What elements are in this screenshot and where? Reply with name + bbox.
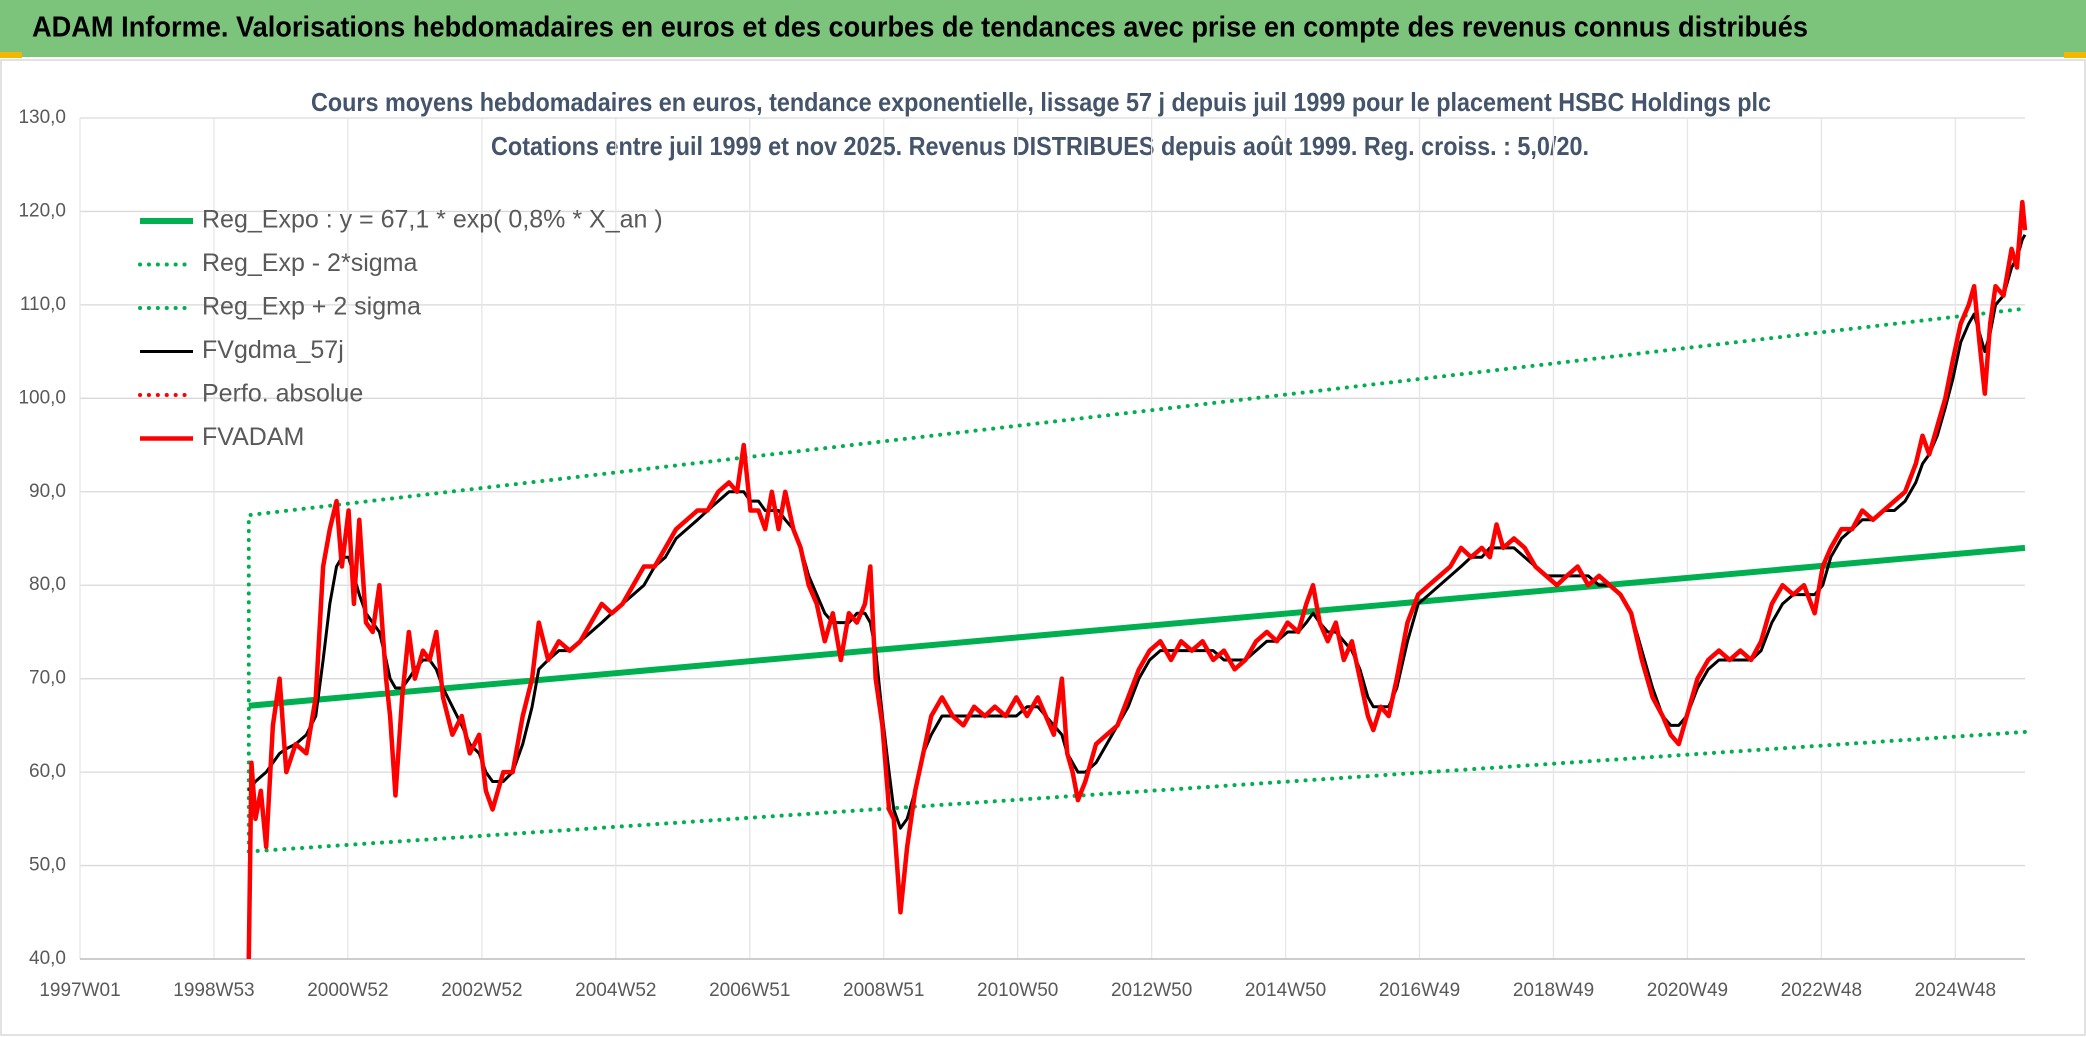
legend: Reg_Expo : y = 67,1 * exp( 0,8% * X_an )… (138, 206, 663, 451)
chart-title: Cours moyens hebdomadaires en euros, ten… (311, 87, 1771, 117)
x-tick-label: 2008W51 (843, 980, 924, 1001)
chart-subtitle: Cotations entre juil 1999 et nov 2025. R… (491, 131, 1589, 161)
x-tick-label: 2006W51 (709, 980, 790, 1001)
legend-label: FVADAM (202, 423, 304, 451)
y-tick-label: 90,0 (29, 481, 66, 502)
y-tick-label: 40,0 (29, 948, 66, 969)
legend-label: Reg_Expo : y = 67,1 * exp( 0,8% * X_an ) (202, 206, 663, 234)
x-tick-label: 1997W01 (39, 980, 120, 1001)
plot-lines (246, 199, 2028, 960)
legend-label: Reg_Exp + 2 sigma (202, 293, 421, 321)
x-tick-label: 2022W48 (1781, 980, 1862, 1001)
series-line (246, 306, 2027, 854)
y-tick-label: 50,0 (29, 855, 66, 876)
series-line (246, 199, 2028, 960)
x-tick-label: 2002W52 (441, 980, 522, 1001)
corner-mark (2064, 52, 2086, 58)
y-tick-label: 110,0 (20, 294, 66, 315)
x-tick-label: 2010W50 (977, 980, 1058, 1001)
x-tick-label: 2000W52 (307, 980, 388, 1001)
x-tick-label: 2024W48 (1915, 980, 1996, 1001)
chart-frame (0, 59, 2086, 1036)
x-tick-label: 2014W50 (1245, 980, 1326, 1001)
y-tick-label: 120,0 (18, 200, 66, 221)
y-tick-label: 60,0 (29, 761, 66, 782)
corner-mark (0, 52, 22, 58)
x-tick-label: 2012W50 (1111, 980, 1192, 1001)
series-line (248, 544, 2026, 709)
legend-label: Perfo. absolue (202, 380, 363, 408)
y-tick-label: 80,0 (29, 574, 66, 595)
x-tick-label: 2004W52 (575, 980, 656, 1001)
y-tick-label: 70,0 (29, 668, 66, 689)
x-tick-label: 2020W49 (1647, 980, 1728, 1001)
y-tick-label: 100,0 (18, 387, 66, 408)
y-tick-label: 130,0 (18, 107, 66, 128)
legend-label: FVgdma_57j (202, 336, 344, 364)
x-tick-label: 1998W53 (173, 980, 254, 1001)
x-tick-label: 2016W49 (1379, 980, 1460, 1001)
x-tick-label: 2018W49 (1513, 980, 1594, 1001)
header-bar (0, 0, 2086, 57)
grid: 40,0 50,0 60,0 70,0 80,0 90,0 100,0 110,0 120,0 1… (18, 107, 2025, 1001)
header-title: ADAM Informe. Valorisations hebdomadaire… (32, 12, 1808, 44)
legend-label: Reg_Exp - 2*sigma (202, 249, 417, 277)
series-line (246, 729, 2027, 854)
